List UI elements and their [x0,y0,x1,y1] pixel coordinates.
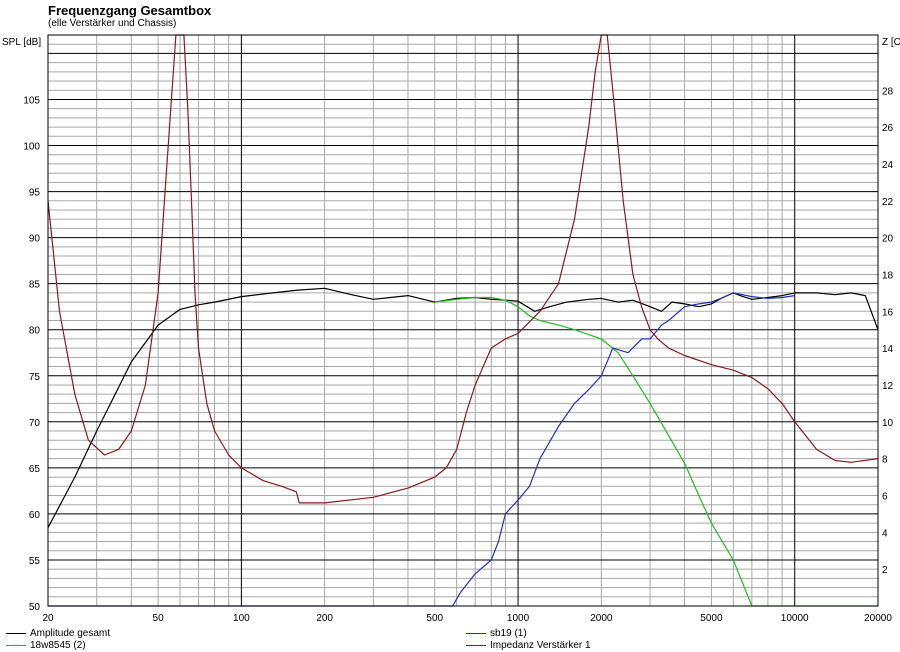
y-axis-label-left: SPL [dB] [2,37,41,48]
y-tick-label-left: 100 [23,142,40,153]
y-tick-label-left: 105 [23,95,40,106]
y-tick-label-right: 22 [882,197,894,208]
y-tick-label-right: 24 [882,160,894,171]
y-tick-label-right: 20 [882,234,894,245]
y-tick-label-right: 26 [882,123,894,134]
y-tick-label-left: 70 [29,418,41,429]
y-tick-label-right: 6 [882,491,888,502]
y-tick-label-left: 90 [29,234,41,245]
series-line [47,34,879,504]
x-tick-label: 1000 [507,613,530,624]
y-tick-label-right: 18 [882,270,894,281]
x-tick-label: 500 [426,613,443,624]
x-tick-label: 100 [233,613,250,624]
legend-swatch [6,633,26,634]
x-tick-label: 2000 [590,613,613,624]
chart-title: Frequenzgang Gesamtbox [48,3,212,18]
y-tick-label-right: 4 [882,528,888,539]
y-tick-label-right: 28 [882,86,894,97]
y-tick-label-left: 65 [29,464,41,475]
series-line [48,292,795,607]
y-axis-label-right: Z [O [882,37,900,48]
y-tick-label-left: 55 [29,556,41,567]
x-tick-label: 20000 [864,613,892,624]
legend-item-amplitude: Amplitude gesamt [6,628,110,639]
legend-label: sb19 (1) [490,628,527,639]
legend-swatch [466,633,486,634]
legend-item-sb19: sb19 (1) [466,628,527,639]
y-tick-label-right: 2 [882,565,888,576]
legend-swatch [466,645,486,646]
y-tick-label-right: 10 [882,418,894,429]
y-tick-label-left: 75 [29,372,41,383]
x-tick-label: 200 [316,613,333,624]
x-tick-label: 20 [42,613,54,624]
x-tick-label: 10000 [781,613,809,624]
y-tick-label-left: 60 [29,510,41,521]
y-tick-label-left: 95 [29,188,41,199]
legend-label: 18w8545 (2) [30,640,86,651]
y-tick-label-left: 85 [29,280,41,291]
legend-label: Impedanz Verstärker 1 [490,640,591,651]
y-tick-label-right: 14 [882,344,894,355]
y-tick-label-left: 80 [29,326,41,337]
x-tick-label: 5000 [700,613,723,624]
chart-subtitle: (elle Verstärker und Chassis) [48,18,177,29]
y-tick-label-right: 16 [882,307,894,318]
legend-item-impedanz: Impedanz Verstärker 1 [466,640,591,651]
legend-item-18w8545: 18w8545 (2) [6,640,86,651]
y-tick-label-left: 50 [29,602,41,613]
series-line [47,287,879,528]
legend-label: Amplitude gesamt [30,628,111,639]
y-tick-label-right: 12 [882,381,894,392]
y-tick-label-right: 8 [882,455,888,466]
x-tick-label: 50 [153,613,165,624]
legend-swatch [6,645,26,646]
